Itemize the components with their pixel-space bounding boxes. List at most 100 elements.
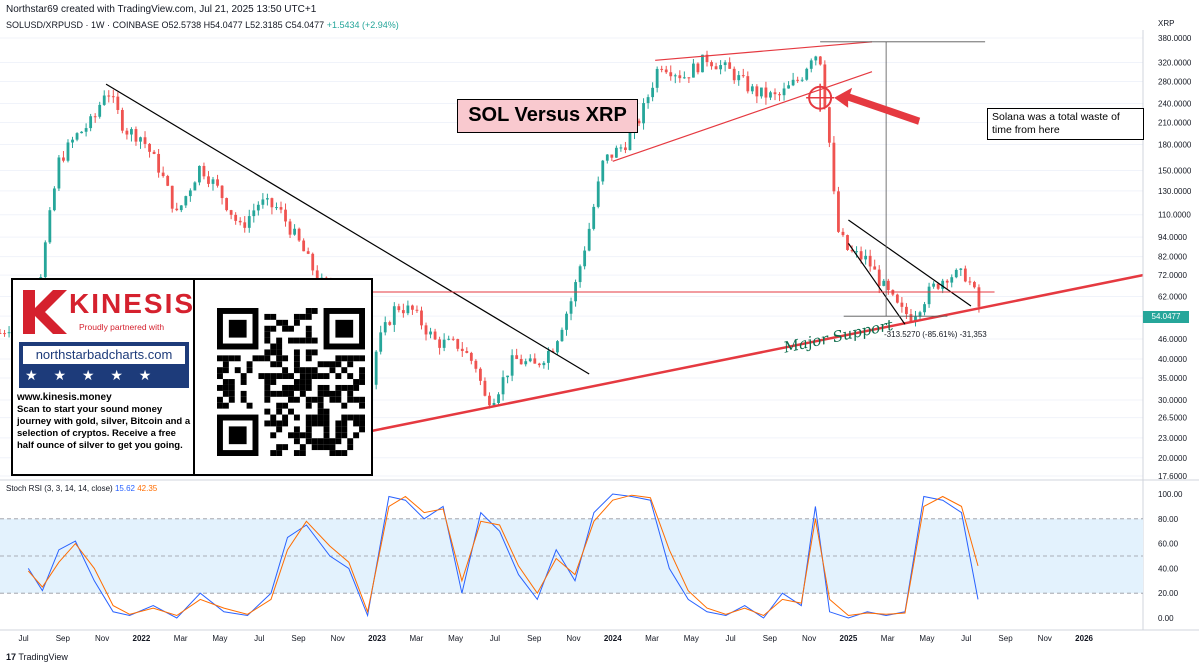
candle-body (207, 176, 210, 184)
qr-module (341, 402, 348, 409)
x-tick-label: May (448, 634, 463, 643)
measure-label: -313.5270 (-85.61%) -31,353 (884, 330, 987, 339)
candle-body (229, 210, 233, 215)
candle-body (614, 147, 618, 158)
qr-module (222, 390, 229, 397)
qr-module (311, 367, 318, 374)
candle-body (265, 198, 269, 200)
candle-body (315, 270, 319, 282)
qr-module (264, 379, 271, 385)
trendline-channel-lower (612, 71, 873, 162)
qr-module (347, 444, 354, 451)
qr-module (323, 432, 330, 439)
price-tick-label: 380.0000 (1158, 34, 1192, 43)
kinesis-promo-box[interactable]: KINESIS Proudly partnered with northstar… (11, 278, 373, 476)
qr-module (317, 384, 324, 391)
candle-body (311, 253, 315, 271)
candle-body (134, 129, 138, 142)
qr-module (299, 337, 306, 344)
price-tick-label: 82.0000 (1158, 253, 1187, 262)
candle-body (859, 251, 863, 260)
candle-body (89, 116, 93, 129)
tradingview-logo[interactable]: 17 TradingView (6, 652, 68, 662)
qr-module (335, 373, 342, 380)
qr-module (264, 313, 271, 320)
qr-module (347, 373, 354, 380)
candle-body (565, 313, 568, 330)
qr-module (288, 337, 294, 344)
x-tick-label: 2024 (604, 634, 622, 643)
candle-body (732, 68, 736, 81)
price-tick-label: 130.0000 (1158, 187, 1192, 196)
candle-body (297, 228, 301, 241)
candle-body (420, 310, 423, 326)
candle-body (936, 283, 940, 289)
candle-body (238, 220, 242, 223)
qr-module (353, 396, 360, 403)
red-arrow-icon (834, 87, 921, 125)
qr-module (305, 396, 312, 403)
candle-body (184, 196, 188, 206)
qr-module (335, 384, 342, 391)
candle-body (488, 395, 491, 406)
qr-module (353, 414, 360, 421)
qr-module (335, 432, 342, 439)
candle-body (506, 375, 509, 378)
candle-body (682, 77, 686, 79)
candle-body (98, 104, 102, 117)
qr-module (276, 349, 283, 356)
candle-body (827, 107, 831, 143)
price-tick-label: 240.0000 (1158, 100, 1192, 109)
qr-module (323, 408, 330, 415)
candle-body (3, 333, 6, 335)
qr-module (335, 396, 342, 403)
qr-module (217, 384, 223, 391)
candle-body (624, 147, 627, 151)
trendline-wedge-lower (847, 243, 906, 325)
qr-module (329, 438, 336, 445)
qr-module (347, 396, 354, 403)
symbol-name[interactable]: SOLUSD/XRPUSD · 1W · COINBASE (6, 20, 160, 30)
qr-module (270, 349, 277, 356)
qr-module (323, 384, 330, 391)
kinesis-url[interactable]: www.kinesis.money (17, 392, 112, 403)
candle-body (43, 242, 47, 278)
qr-module (270, 414, 277, 421)
price-change: +1.5434 (+2.94%) (326, 20, 399, 30)
qr-module (293, 384, 300, 391)
qr-module (293, 337, 300, 344)
x-tick-label: Jul (961, 634, 971, 643)
qr-module (299, 432, 306, 439)
candle-body (619, 147, 623, 149)
qr-module (341, 384, 348, 391)
candle-body (515, 355, 519, 359)
price-tick-label: 20.0000 (1158, 454, 1187, 463)
qr-module (305, 379, 312, 385)
price-tick-label: 46.0000 (1158, 335, 1187, 344)
candle-body (125, 130, 129, 135)
price-tick-label: 17.6000 (1158, 472, 1187, 481)
candle-body (270, 198, 274, 208)
qr-module (299, 367, 306, 374)
qr-module (323, 426, 330, 433)
qr-module (293, 355, 300, 362)
candle-body (111, 96, 115, 98)
qr-module (353, 432, 360, 439)
qr-module (222, 361, 229, 368)
candle-body (714, 66, 718, 70)
candle-body (157, 153, 161, 173)
qr-module (222, 384, 229, 391)
qr-module (359, 355, 365, 362)
candle-body (877, 269, 881, 286)
candle-body (977, 287, 981, 307)
qr-module (264, 355, 271, 362)
qr-code-icon[interactable] (217, 308, 365, 456)
last-price-tag: 54.0477 (1143, 311, 1189, 323)
qr-module (311, 308, 318, 314)
qr-module (276, 408, 283, 415)
candle-body (764, 87, 768, 98)
candle-body (220, 185, 224, 199)
candle-body (401, 310, 405, 314)
candle-body (696, 63, 700, 73)
